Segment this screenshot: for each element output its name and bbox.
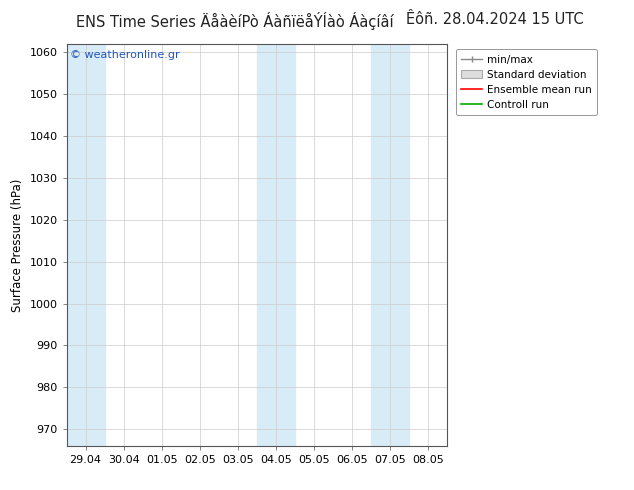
Bar xyxy=(371,44,409,446)
Bar xyxy=(257,44,295,446)
Legend: min/max, Standard deviation, Ensemble mean run, Controll run: min/max, Standard deviation, Ensemble me… xyxy=(456,49,597,115)
Text: © weatheronline.gr: © weatheronline.gr xyxy=(70,50,180,60)
Bar xyxy=(67,44,105,446)
Y-axis label: Surface Pressure (hPa): Surface Pressure (hPa) xyxy=(11,178,24,312)
Text: Êôñ. 28.04.2024 15 UTC: Êôñ. 28.04.2024 15 UTC xyxy=(406,12,583,27)
Text: ENS Time Series ÄåàèíPò ÁàñïëåÝÍàò Áàçíâí: ENS Time Series ÄåàèíPò ÁàñïëåÝÍàò Áàçíâ… xyxy=(76,12,393,30)
